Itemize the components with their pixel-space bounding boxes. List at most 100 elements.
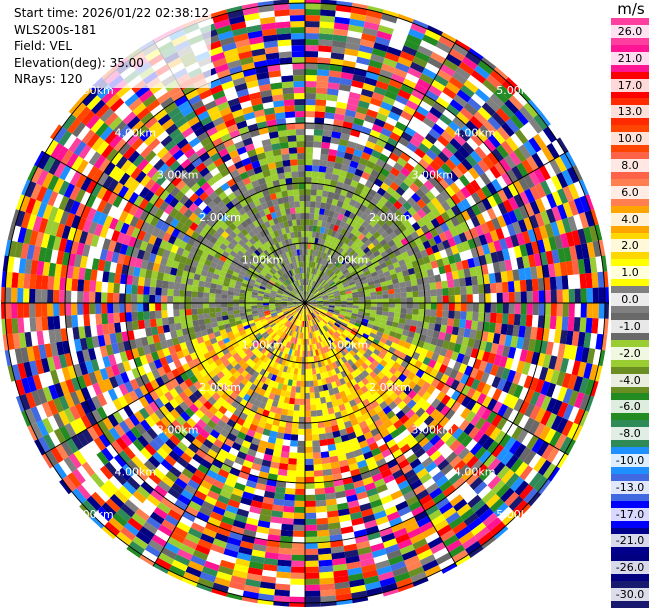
sweep-cell <box>151 368 161 380</box>
sweep-cell <box>433 46 449 59</box>
sweep-cell <box>519 349 528 362</box>
sweep-cell <box>140 419 152 432</box>
sweep-cell <box>373 510 387 520</box>
sweep-cell <box>293 350 298 357</box>
sweep-cell <box>321 294 328 298</box>
sweep-cell <box>243 584 260 594</box>
sweep-cell <box>263 390 271 399</box>
sweep-cell <box>156 502 171 515</box>
sweep-cell <box>162 324 170 333</box>
sweep-cell <box>453 94 468 108</box>
sweep-cell <box>332 168 341 176</box>
sweep-cell <box>313 219 319 226</box>
sweep-cell <box>339 465 350 474</box>
sweep-cell <box>105 227 115 240</box>
sweep-cell <box>399 544 415 556</box>
sweep-cell <box>416 468 429 480</box>
sweep-cell <box>443 534 459 548</box>
sweep-cell <box>301 320 304 327</box>
sweep-cell <box>156 247 165 257</box>
sweep-cell <box>333 224 340 232</box>
sweep-cell <box>203 313 211 319</box>
sweep-cell <box>305 231 309 238</box>
sweep-cell <box>522 255 531 269</box>
sweep-cell <box>460 508 475 522</box>
sweep-cell <box>472 303 479 313</box>
sweep-cell <box>364 309 371 314</box>
sweep-cell <box>351 596 369 604</box>
sweep-cell <box>347 166 357 175</box>
sweep-cell <box>345 327 352 333</box>
sweep-cell <box>476 321 484 332</box>
sweep-cell <box>131 472 145 486</box>
sweep-cell <box>435 401 446 413</box>
sweep-cell <box>331 286 338 291</box>
sweep-cell <box>392 361 401 370</box>
sweep-cell <box>500 323 508 335</box>
sweep-cell <box>369 467 381 477</box>
sweep-cell <box>180 276 188 285</box>
sweep-cell <box>251 291 258 296</box>
sweep-cell <box>452 427 464 440</box>
sweep-cell <box>255 482 267 491</box>
sweep-cell <box>308 314 311 321</box>
sweep-cell <box>326 160 335 168</box>
sweep-cell <box>124 381 134 393</box>
sweep-cell <box>496 447 509 462</box>
sweep-cell <box>278 313 285 318</box>
sweep-cell <box>5 271 13 288</box>
sweep-cell <box>285 391 291 398</box>
sweep-cell <box>398 318 406 325</box>
sweep-cell <box>305 3 321 10</box>
sweep-cell <box>344 48 359 57</box>
sweep-cell <box>108 272 116 283</box>
sweep-cell <box>393 227 403 236</box>
sweep-cell <box>117 408 129 421</box>
sweep-cell <box>333 28 349 37</box>
sweep-cell <box>347 366 355 374</box>
sweep-cell <box>99 248 108 261</box>
sweep-cell <box>393 283 400 289</box>
sweep-cell <box>180 321 188 330</box>
sweep-cell <box>368 210 377 220</box>
sweep-cell <box>338 83 352 92</box>
sweep-cell <box>305 494 316 501</box>
sweep-cell <box>455 335 464 345</box>
sweep-cell <box>594 365 603 382</box>
sweep-cell <box>382 307 389 312</box>
sweep-cell <box>344 488 357 497</box>
sweep-cell <box>238 359 246 367</box>
sweep-cell <box>166 371 176 381</box>
sweep-cell <box>433 361 442 372</box>
sweep-cell <box>71 303 78 316</box>
sweep-cell <box>300 320 303 327</box>
sweep-cell <box>211 278 219 285</box>
sweep-cell <box>161 475 175 488</box>
sweep-cell <box>567 215 578 232</box>
sweep-cell <box>424 309 431 317</box>
sweep-cell <box>300 326 303 333</box>
sweep-cell <box>376 310 383 316</box>
sweep-cell <box>293 301 299 303</box>
sweep-cell <box>421 391 432 402</box>
sweep-cell <box>211 588 228 597</box>
sweep-cell <box>241 440 252 449</box>
sweep-cell <box>293 300 300 303</box>
sweep-cell <box>138 503 154 517</box>
sweep-cell <box>68 253 77 267</box>
sweep-cell <box>548 263 556 278</box>
sweep-cell <box>316 75 329 83</box>
sweep-cell <box>240 315 247 321</box>
sweep-cell <box>108 517 124 532</box>
sweep-cell <box>317 315 323 320</box>
sweep-cell <box>165 338 174 348</box>
sweep-cell <box>574 303 581 318</box>
sweep-cell <box>336 599 353 606</box>
sweep-cell <box>370 342 378 349</box>
sweep-cell <box>174 275 182 284</box>
sweep-cell <box>200 479 213 491</box>
sweep-cell <box>361 563 377 573</box>
sweep-cell <box>318 232 324 240</box>
sweep-cell <box>386 157 397 168</box>
sweep-cell <box>350 418 359 427</box>
